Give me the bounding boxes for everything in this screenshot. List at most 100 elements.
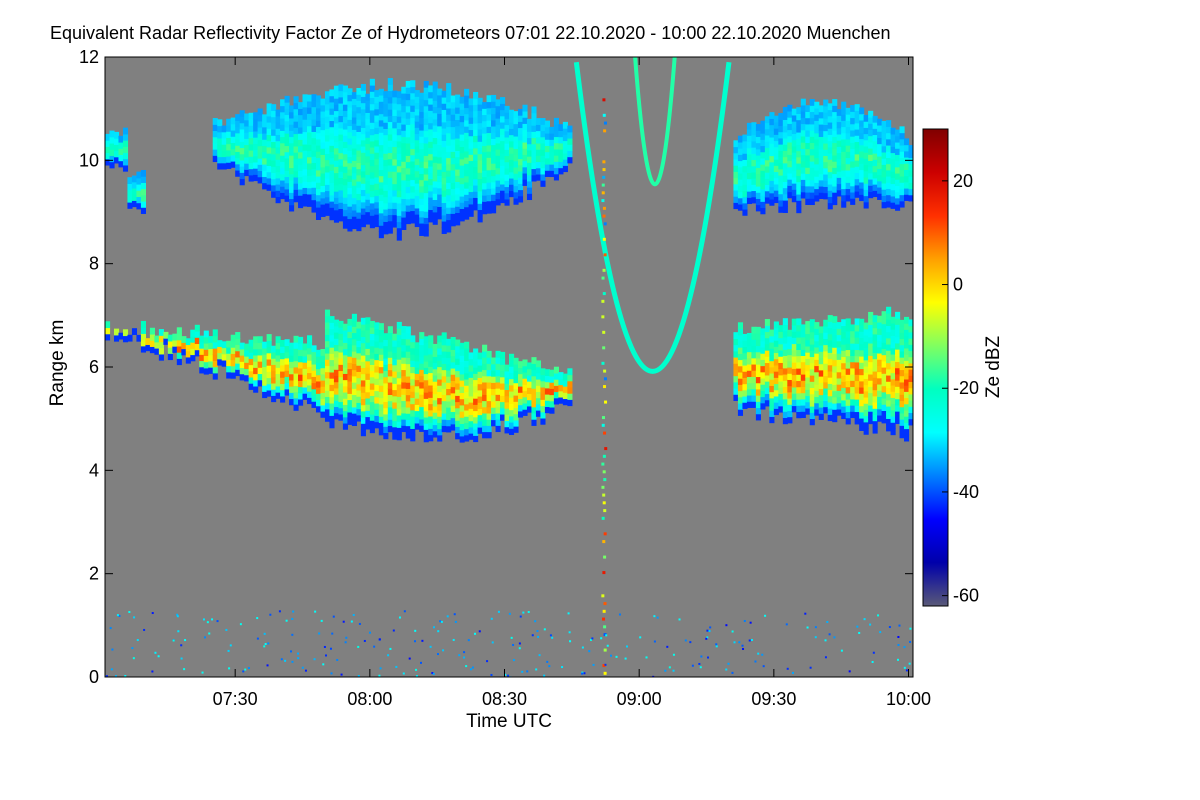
heatmap-cell xyxy=(863,127,869,135)
heatmap-cell xyxy=(253,373,259,381)
heatmap-cell xyxy=(495,186,501,194)
heatmap-cell xyxy=(549,382,555,389)
heatmap-cell xyxy=(562,379,568,387)
heatmap-cell xyxy=(787,373,793,380)
heatmap-cell xyxy=(347,337,353,345)
heatmap-cell xyxy=(828,633,831,636)
heatmap-cell xyxy=(307,366,313,374)
heatmap-cell xyxy=(526,118,533,126)
heatmap-cell xyxy=(446,101,452,109)
heatmap-cell xyxy=(908,362,913,370)
heatmap-cell xyxy=(491,206,497,214)
heatmap-cell xyxy=(365,118,371,126)
heatmap-cell xyxy=(751,134,757,142)
heatmap-cell xyxy=(526,143,533,151)
heatmap-cell xyxy=(540,149,546,156)
heatmap-cell xyxy=(446,83,452,90)
heatmap-cell xyxy=(423,211,429,218)
heatmap-cell xyxy=(872,177,878,185)
heatmap-cell xyxy=(329,201,335,208)
heatmap-cell xyxy=(432,125,438,132)
heatmap-cell xyxy=(235,169,241,177)
heatmap-cell xyxy=(832,117,838,125)
heatmap-cell xyxy=(791,114,797,122)
heatmap-cell xyxy=(360,336,366,344)
heatmap-cell xyxy=(226,131,232,138)
heatmap-cell xyxy=(324,377,331,385)
heatmap-cell xyxy=(275,190,281,197)
heatmap-cell xyxy=(796,125,802,133)
heatmap-cell xyxy=(473,435,479,443)
heatmap-cell xyxy=(468,358,474,366)
heatmap-cell xyxy=(289,348,295,356)
heatmap-cell xyxy=(450,343,456,350)
heatmap-cell xyxy=(859,126,865,133)
heatmap-cell xyxy=(374,353,380,361)
heatmap-cell xyxy=(809,192,815,199)
heatmap-cell xyxy=(746,370,752,377)
heatmap-cell xyxy=(495,173,501,181)
heatmap-cell xyxy=(235,350,241,358)
heatmap-cell xyxy=(149,346,155,354)
heatmap-cell xyxy=(437,378,443,386)
heatmap-cell xyxy=(486,369,492,377)
heatmap-cell xyxy=(185,350,191,358)
heatmap-cell xyxy=(464,422,470,430)
heatmap-cell xyxy=(486,357,492,364)
heatmap-cell xyxy=(764,116,770,124)
heatmap-cell xyxy=(405,186,411,194)
heatmap-cell xyxy=(526,374,533,382)
heatmap-cell xyxy=(522,172,528,180)
heatmap-cell xyxy=(423,354,429,362)
heatmap-cell xyxy=(405,351,411,358)
heatmap-cell xyxy=(378,194,384,201)
heatmap-cell xyxy=(459,392,465,400)
heatmap-cell xyxy=(782,349,788,356)
heatmap-cell xyxy=(809,185,815,193)
heatmap-cell xyxy=(859,368,865,376)
heatmap-cell xyxy=(302,368,308,376)
heatmap-cell xyxy=(455,420,461,427)
heatmap-cell xyxy=(244,125,250,133)
heatmap-cell xyxy=(526,393,533,401)
heatmap-cell xyxy=(248,364,254,372)
heatmap-cell xyxy=(603,385,607,389)
heatmap-cell xyxy=(338,109,344,116)
heatmap-cell xyxy=(203,636,206,639)
heatmap-cell xyxy=(787,135,793,143)
heatmap-cell xyxy=(324,140,331,148)
heatmap-cell xyxy=(482,145,488,153)
heatmap-cell xyxy=(127,195,133,203)
heatmap-cell xyxy=(289,367,295,375)
heatmap-cell xyxy=(356,408,362,416)
heatmap-cell xyxy=(275,361,281,368)
heatmap-cell xyxy=(275,140,281,148)
heatmap-cell xyxy=(266,153,272,160)
heatmap-cell xyxy=(800,142,806,149)
heatmap-cell xyxy=(423,367,429,375)
heatmap-cell xyxy=(863,114,869,122)
heatmap-cell xyxy=(518,642,521,645)
heatmap-cell xyxy=(509,153,515,160)
heatmap-cell xyxy=(446,376,452,383)
heatmap-cell xyxy=(133,616,136,619)
heatmap-cell xyxy=(396,103,402,111)
heatmap-cell xyxy=(886,381,892,388)
heatmap-cell xyxy=(841,176,847,183)
heatmap-cell xyxy=(455,389,461,396)
heatmap-cell xyxy=(392,121,398,129)
heatmap-cell xyxy=(778,331,784,339)
heatmap-cell xyxy=(387,177,393,185)
heatmap-cell xyxy=(755,204,761,212)
heatmap-cell xyxy=(333,412,340,420)
heatmap-cell xyxy=(136,177,142,185)
heatmap-cell xyxy=(441,183,447,191)
heatmap-cell xyxy=(369,426,375,434)
heatmap-cell xyxy=(850,167,856,174)
heatmap-cell xyxy=(333,184,340,192)
heatmap-cell xyxy=(558,124,564,131)
heatmap-cell xyxy=(859,405,865,413)
heatmap-cell xyxy=(347,181,353,189)
heatmap-cell xyxy=(244,138,250,146)
heatmap-cell xyxy=(284,388,290,396)
